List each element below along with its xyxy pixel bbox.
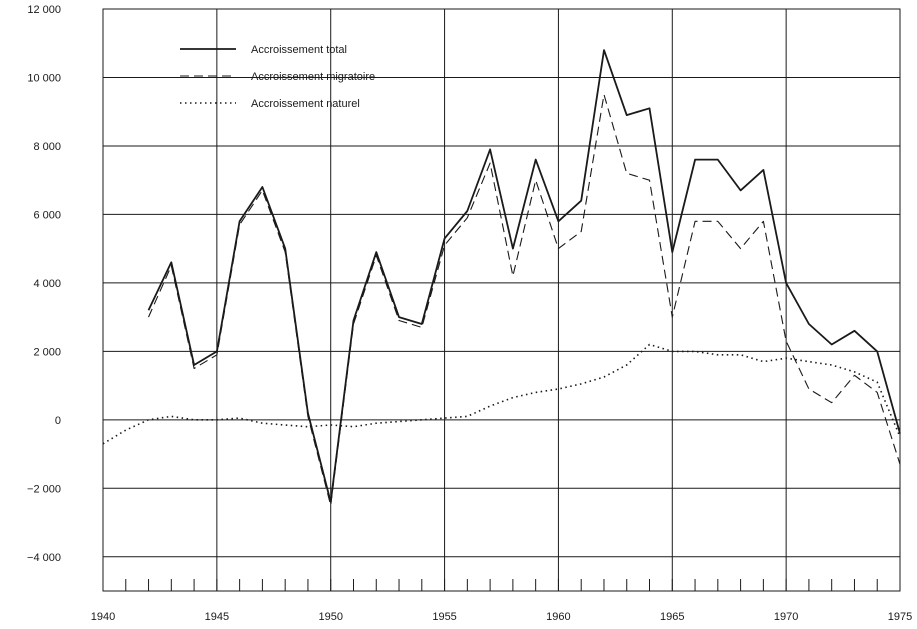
y-tick-label: 8 000 [33, 141, 61, 153]
x-tick-label: 1955 [432, 611, 456, 623]
plot-area [102, 8, 901, 592]
legend-label: Accroissement naturel [251, 98, 360, 110]
legend: Accroissement total Accroissement migrato… [180, 44, 375, 110]
y-axis-ticks: 12 000 10 000 8 000 6 000 4 000 2 000 0 −2 000 −… [27, 4, 61, 564]
y-tick-label: 0 [55, 415, 61, 427]
x-axis-minor-ticks [102, 579, 901, 591]
legend-label: Accroissement migratoire [251, 71, 375, 83]
x-axis-ticks: 1940 1945 1950 1955 1960 1965 1970 1975 [91, 611, 912, 623]
series-lines [102, 49, 901, 506]
y-tick-label: 2 000 [33, 346, 61, 358]
legend-label: Accroissement total [251, 44, 347, 56]
series-line-solid [147, 49, 901, 503]
y-tick-label: 10 000 [27, 72, 61, 84]
x-tick-label: 1945 [205, 611, 229, 623]
series-line-dashed [147, 94, 901, 506]
x-tick-label: 1950 [318, 611, 342, 623]
y-tick-label: −4 000 [27, 552, 61, 564]
x-tick-label: 1940 [91, 611, 115, 623]
y-tick-label: −2 000 [27, 483, 61, 495]
x-tick-label: 1975 [888, 611, 912, 623]
series-line-dotted [102, 343, 901, 445]
y-tick-label: 12 000 [27, 4, 61, 16]
x-tick-label: 1965 [660, 611, 684, 623]
gridlines [103, 8, 900, 591]
y-tick-label: 6 000 [33, 209, 61, 221]
x-tick-label: 1960 [546, 611, 570, 623]
y-tick-label: 4 000 [33, 278, 61, 290]
x-tick-label: 1970 [774, 611, 798, 623]
